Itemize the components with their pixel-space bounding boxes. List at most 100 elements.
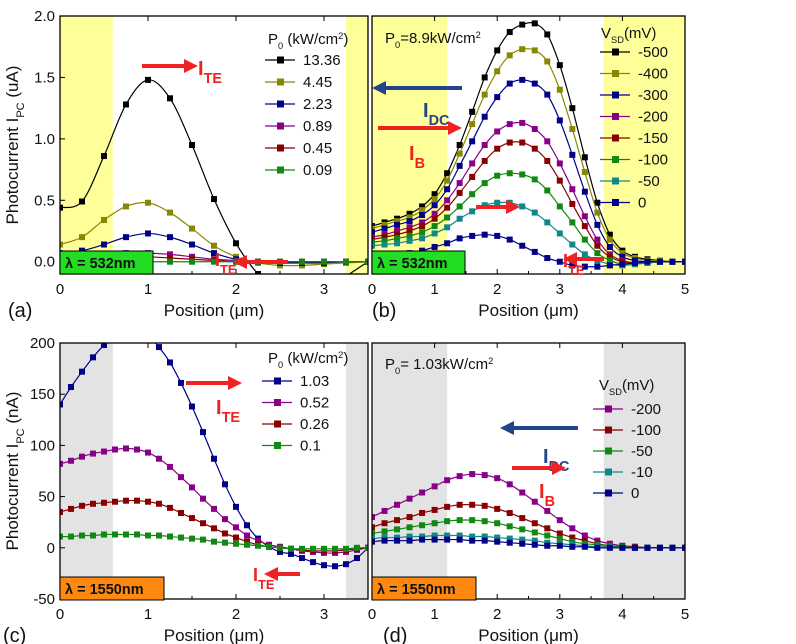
data-point-4.45-6 — [189, 225, 195, 232]
data-point--100-16 — [569, 219, 576, 226]
data-point-0.26-11 — [178, 509, 184, 516]
arrow-head-DC — [372, 81, 386, 95]
data-point-0-21 — [631, 544, 638, 551]
data-point-0-10 — [494, 232, 501, 239]
data-point--200-10 — [494, 128, 501, 135]
data-point--10-6 — [444, 532, 451, 539]
data-point-0.26-1 — [68, 505, 74, 512]
data-point--200-1 — [381, 507, 388, 514]
data-point--150-17 — [581, 223, 588, 230]
data-point-0-20 — [619, 544, 626, 551]
data-point-0.1-11 — [178, 534, 184, 541]
data-point--10-2 — [394, 534, 401, 541]
data-point-4.45-5 — [167, 209, 173, 216]
data-point-0.1-16 — [233, 540, 239, 547]
legend-marker-0.52 — [274, 399, 281, 406]
legend-entry-0.26: 0.26 — [300, 416, 329, 433]
data-point-0-12 — [519, 242, 526, 249]
data-point-0.1-5 — [112, 531, 118, 538]
legend-entry--400: -400 — [638, 66, 668, 83]
data-point-1.03-10 — [167, 359, 173, 366]
data-point-0.26-4 — [101, 499, 107, 506]
legend-marker--50 — [605, 447, 612, 455]
data-point--100-1 — [381, 520, 388, 527]
x-tick-label: 1 — [144, 281, 152, 298]
data-point-13.36-1 — [79, 198, 85, 205]
legend-title: P0 (kW/cm2) — [268, 350, 348, 370]
legend-marker--200 — [605, 405, 612, 413]
legend-marker-1.03 — [274, 377, 281, 385]
data-point--10-0 — [372, 535, 375, 542]
legend-marker-0 — [605, 489, 612, 497]
data-point-0-25 — [682, 544, 685, 551]
wavelength-badge — [59, 576, 165, 601]
y-axis-label: Photocurrent IPC (uA) — [3, 66, 27, 225]
legend-entry--100: -100 — [631, 422, 661, 439]
data-point-4.45-2 — [101, 216, 107, 223]
data-point-0.26-3 — [90, 500, 96, 507]
data-point--50-12 — [519, 526, 526, 533]
data-point-0.09-6 — [189, 258, 195, 265]
data-point--500-12 — [519, 21, 526, 28]
legend-entry--10: -10 — [631, 464, 653, 481]
data-point--50-7 — [456, 517, 463, 524]
x-tick-label: 0 — [368, 606, 376, 623]
wavelength-badge — [59, 250, 154, 275]
data-point--150-10 — [494, 145, 501, 152]
data-point--50-13 — [531, 529, 538, 536]
data-point-0-7 — [456, 536, 463, 543]
legend-marker--400 — [612, 70, 619, 77]
legend-entry-1.03: 1.03 — [300, 373, 329, 390]
data-point--150-7 — [456, 189, 463, 196]
data-point--200-3 — [406, 495, 413, 502]
data-point--300-20 — [619, 253, 626, 260]
data-point-0-9 — [481, 537, 488, 544]
arrow-head-TE — [264, 567, 278, 581]
data-point--100-13 — [531, 520, 538, 527]
data-point--100-7 — [456, 501, 463, 508]
data-point--100-17 — [581, 537, 588, 544]
data-point--200-14 — [544, 507, 551, 514]
wavelength-label: λ = 532nm — [377, 256, 448, 272]
y-tick-label: 2.0 — [34, 8, 55, 25]
x-tick-label: 2 — [232, 606, 240, 623]
data-point--300-6 — [444, 186, 451, 193]
data-point-0.1-24 — [321, 545, 327, 552]
data-point--500-10 — [494, 47, 501, 54]
data-point--200-0 — [372, 514, 375, 521]
data-point--150-14 — [544, 157, 551, 164]
data-point-13.36-3 — [123, 101, 129, 108]
data-point-0-22 — [644, 544, 651, 551]
data-point--400-18 — [594, 209, 601, 216]
data-point-0.1-8 — [145, 532, 151, 539]
data-point--50-4 — [419, 522, 426, 529]
data-point--200-5 — [431, 210, 438, 217]
data-point--500-5 — [431, 191, 438, 198]
data-point--300-16 — [569, 151, 576, 158]
current-label-TE: ITE — [198, 58, 222, 87]
arrow-head-TE — [233, 255, 247, 269]
data-point-0-16 — [569, 543, 576, 550]
plot-area — [372, 471, 685, 551]
data-point-4.45-4 — [145, 199, 151, 206]
data-point--100-15 — [556, 530, 563, 537]
data-point-0.26-15 — [222, 530, 228, 537]
data-point--150-16 — [569, 200, 576, 207]
data-point-0-14 — [544, 255, 551, 262]
legend-marker-0.45 — [277, 144, 284, 152]
data-point--50-0 — [372, 530, 375, 537]
data-point--10-10 — [494, 534, 501, 541]
legend-marker--100 — [612, 156, 619, 163]
data-point--500-3 — [406, 210, 413, 217]
data-point-0.52-18 — [255, 537, 261, 544]
data-point--100-12 — [519, 171, 526, 178]
data-point--10-7 — [456, 532, 463, 539]
data-point--150-9 — [481, 157, 488, 164]
panel-label: (a) — [8, 300, 32, 322]
chart-panel-d: 0 1 2 3 4 5 Position (μm) (d) λ = 1550nm P0= 1.03… — [368, 342, 689, 644]
shaded-region-1 — [603, 16, 685, 274]
data-point--500-8 — [469, 108, 476, 115]
legend-entry-13.36: 13.36 — [303, 52, 341, 69]
data-point--50-5 — [431, 230, 438, 237]
data-point-0.1-9 — [156, 532, 162, 539]
